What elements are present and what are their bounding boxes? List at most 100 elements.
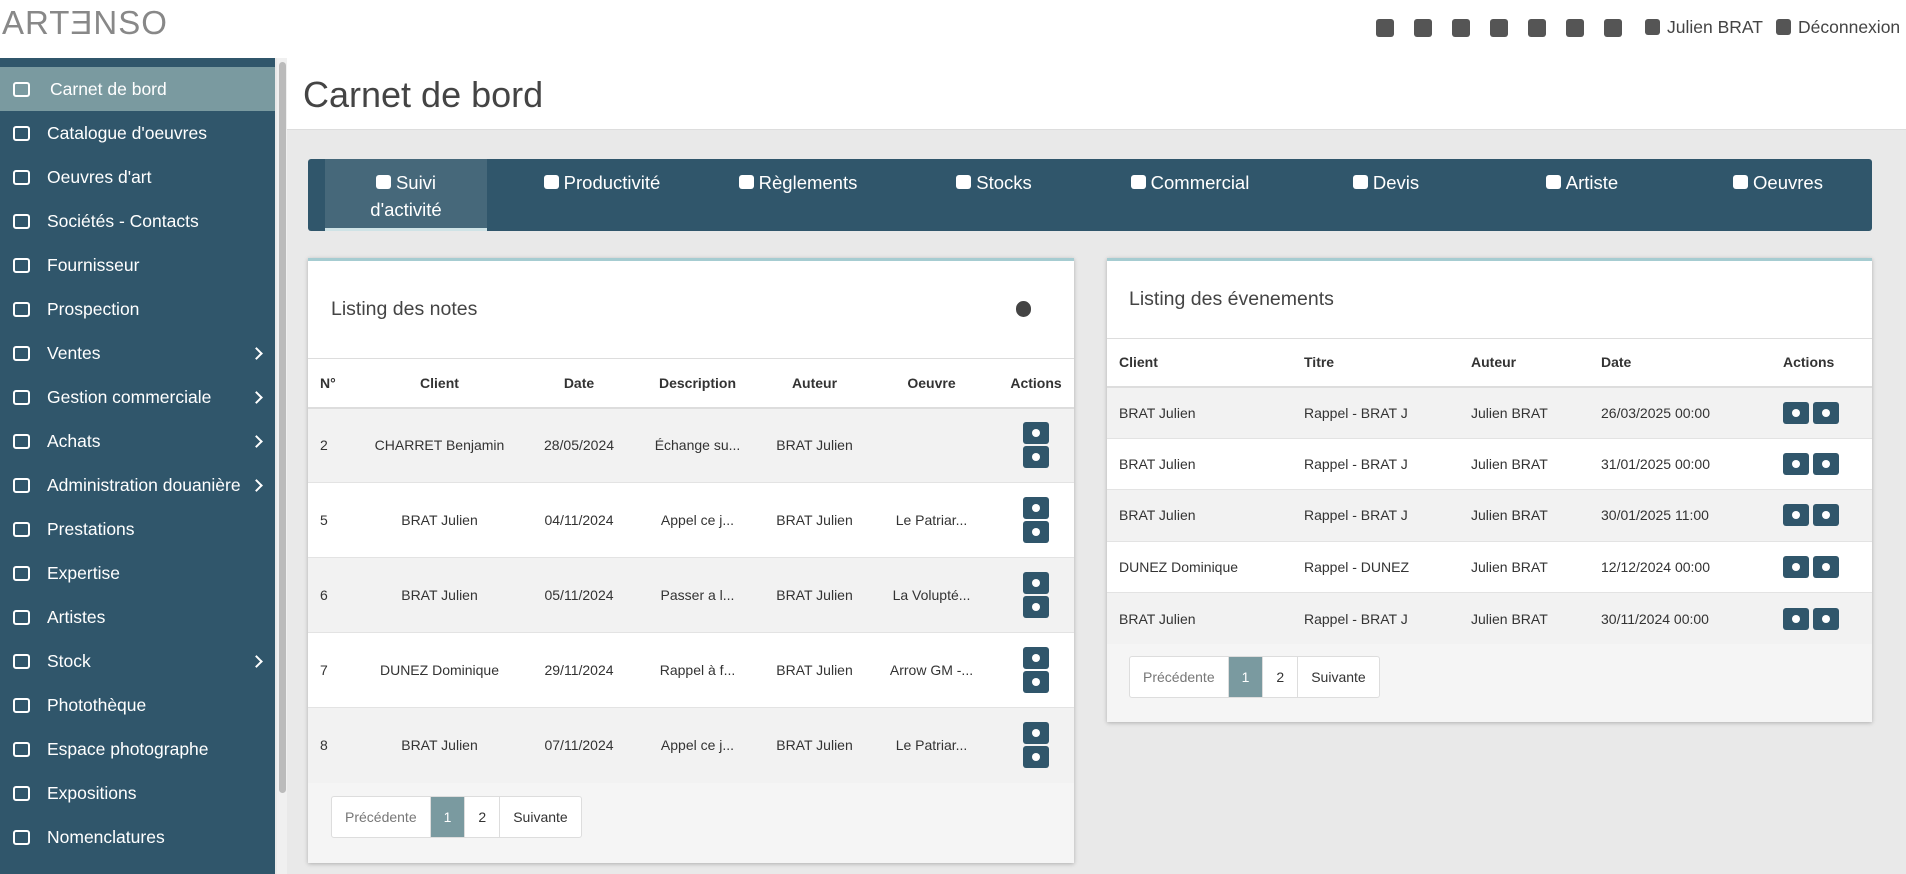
prev-button[interactable]: Précédente [1130,657,1229,697]
sidebar-item[interactable]: Expertise [0,551,275,595]
view-button[interactable] [1023,422,1049,445]
tab[interactable]: Stocks [913,159,1075,231]
table-cell: BRAT Julien [352,482,528,558]
column-header: Date [528,358,631,409]
card-header [1107,261,1872,338]
table-cell: Julien BRAT [1459,386,1589,438]
page-button[interactable]: 1 [1228,657,1264,697]
prev-button[interactable]: Précédente [332,797,431,837]
page-button[interactable]: 1 [430,797,466,837]
scrollbar-thumb[interactable] [279,62,286,793]
column-header: Client [352,358,528,409]
edit-button[interactable] [1783,607,1809,630]
sidebar-item[interactable]: Expositions [0,771,275,815]
sidebar-item[interactable]: Sociétés - Contacts [0,199,275,243]
table-cell: Le Patriar... [865,707,999,783]
sidebar-label: Expositions [47,782,137,803]
tab[interactable]: Oeuvres [1697,159,1859,231]
tab[interactable]: Règlements [717,159,879,231]
view-button[interactable] [1023,497,1049,519]
delete-button[interactable] [1023,746,1049,769]
page-button[interactable]: 2 [465,797,501,837]
table-cell: Rappel - BRAT J [1292,489,1459,541]
sidebar-label: Prestations [47,518,135,539]
pagination: Précédente 1 2 Suivante [331,796,582,838]
edit-button[interactable] [1783,452,1809,475]
view-button[interactable] [1023,722,1049,745]
actions-cell [1771,489,1872,541]
card-header [308,261,1074,358]
next-button[interactable]: Suivante [513,809,568,825]
tab-label: Suivi d'activité [370,172,442,220]
sidebar-item[interactable]: Fournisseur [0,243,275,287]
column-header: N° [308,358,352,409]
table-cell: Julien BRAT [1459,437,1589,490]
tab[interactable]: Devis [1305,159,1467,231]
delete-button[interactable] [1023,596,1049,618]
fullscreen-icon[interactable] [1376,19,1394,37]
actions-cell [999,482,1074,558]
page-button[interactable]: 2 [1263,657,1299,697]
table-cell: La Volupté... [865,557,999,633]
next-button[interactable]: Suivante [1311,669,1366,685]
gallery-icon[interactable] [1414,19,1432,37]
header-row: Client Titre Auteur Date Actions [1107,338,1872,388]
chevron [250,654,263,668]
sidebar-item[interactable]: Gestion commerciale [0,375,275,419]
sidebar-item[interactable]: Artistes [0,595,275,639]
tab-icon [1733,175,1749,189]
sidebar-item[interactable]: Administration douanière [0,463,275,507]
sidebar-item[interactable]: Photothèque [0,683,275,727]
delete-button[interactable] [1023,446,1049,469]
edit-button[interactable] [1783,555,1809,578]
actions-cell [1771,386,1872,438]
sidebar-label: Stock [47,650,91,671]
edit-button[interactable] [1783,401,1809,424]
tab[interactable]: Suivi d'activité [325,159,487,231]
sidebar-label: Ventes [47,342,101,363]
table-cell: 6 [308,557,352,633]
tab[interactable]: Productivité [521,159,683,231]
delete-button[interactable] [1813,452,1839,475]
table-cell: Rappel - BRAT J [1292,386,1459,438]
sidebar-item[interactable]: Stock [0,639,275,683]
sidebar-item[interactable]: Espace photographe [0,727,275,771]
delete-button[interactable] [1813,555,1839,578]
sidebar-item[interactable]: Ventes [0,331,275,375]
tab-label: Devis [1372,172,1420,193]
phone-icon[interactable] [1452,19,1470,37]
tab[interactable]: Artiste [1501,159,1663,231]
calendar-icon[interactable] [1490,19,1508,37]
tab[interactable]: Commercial [1109,159,1271,231]
download-icon[interactable] [1566,19,1584,37]
delete-button[interactable] [1023,671,1049,693]
sidebar-icon [13,257,30,273]
delete-button[interactable] [1813,504,1839,527]
sidebar-item[interactable]: Achats [0,419,275,463]
delete-button[interactable] [1813,607,1839,630]
tab-icon [543,175,559,189]
logo[interactable]: ARTƎNSO [2,4,168,41]
invoice-icon[interactable] [1604,19,1622,37]
sidebar-item[interactable]: Nomenclatures [0,815,275,859]
edit-button[interactable] [1783,504,1809,527]
header-icons [1376,19,1622,37]
view-button[interactable] [1023,572,1049,594]
delete-button[interactable] [1813,401,1839,424]
sidebar-item[interactable]: Oeuvres d'art [0,155,275,199]
phone-button[interactable] [1016,301,1031,317]
delete-button[interactable] [1023,521,1049,543]
download-icon[interactable] [1528,19,1546,37]
sidebar-item[interactable]: Prestations [0,507,275,551]
sidebar-item[interactable]: Prospection [0,287,275,331]
logout-link[interactable]: Déconnexion [1798,17,1901,37]
view-button[interactable] [1023,647,1049,669]
sidebar-item[interactable]: Catalogue d'oeuvres [0,111,275,155]
table-row: DUNEZ Dominique Rappel - DUNEZ Julien BRAT… [1107,540,1872,593]
user-name[interactable]: Julien BRAT [1667,17,1763,37]
tab-label: Oeuvres [1753,172,1823,193]
sidebar-icon [13,301,30,317]
tab-icon [1545,175,1561,189]
sidebar-item[interactable]: Carnet de bord [0,67,275,111]
table-cell: Le Patriar... [865,482,999,558]
